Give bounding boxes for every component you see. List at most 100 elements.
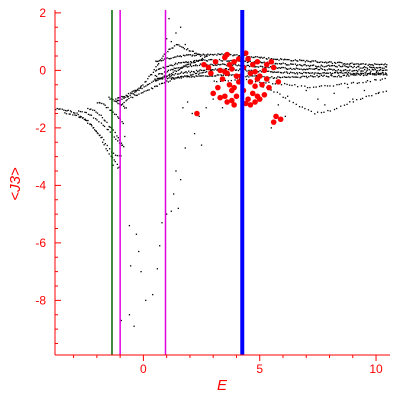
data-point xyxy=(154,78,156,80)
data-point xyxy=(266,70,268,72)
data-point xyxy=(256,56,258,58)
data-point xyxy=(85,111,87,114)
data-point xyxy=(90,114,93,116)
data-point xyxy=(374,73,376,75)
data-point xyxy=(121,98,123,100)
data-point xyxy=(277,76,279,78)
data-point xyxy=(117,116,119,118)
data-point xyxy=(177,62,180,64)
data-point xyxy=(364,68,366,71)
data-point xyxy=(374,63,376,65)
data-point xyxy=(288,76,290,78)
data-point xyxy=(115,138,117,140)
data-point xyxy=(383,64,385,66)
data-point xyxy=(314,72,316,74)
data-point xyxy=(291,68,293,71)
data-point xyxy=(211,58,213,61)
data-point xyxy=(230,74,233,76)
data-point xyxy=(132,96,134,99)
data-point xyxy=(284,67,286,69)
data-point xyxy=(184,43,186,46)
data-point xyxy=(195,72,198,75)
data-point xyxy=(314,76,316,78)
data-point xyxy=(376,67,379,69)
data-point xyxy=(106,121,108,124)
y-tick-label: -6 xyxy=(35,236,46,250)
data-point xyxy=(117,102,119,105)
data-point xyxy=(352,63,355,65)
data-point xyxy=(198,53,200,55)
data-point xyxy=(333,75,335,78)
data-point xyxy=(176,73,179,75)
data-point xyxy=(356,74,358,76)
data-point xyxy=(386,74,388,76)
data-point xyxy=(375,71,378,74)
data-point xyxy=(182,54,185,56)
data-point xyxy=(202,71,204,74)
data-point xyxy=(118,117,120,119)
data-point xyxy=(329,68,331,70)
data-point xyxy=(354,69,356,72)
data-point xyxy=(110,155,112,157)
data-point xyxy=(210,69,212,71)
data-point xyxy=(286,83,288,86)
data-point xyxy=(214,53,216,56)
data-point xyxy=(178,77,181,79)
data-point xyxy=(235,79,242,85)
data-point xyxy=(141,87,143,90)
data-point xyxy=(115,98,117,100)
data-point xyxy=(156,79,158,82)
data-point xyxy=(288,64,290,66)
data-point xyxy=(226,60,228,62)
data-point xyxy=(248,76,250,78)
data-point xyxy=(191,50,193,52)
data-point xyxy=(303,71,305,74)
data-point xyxy=(338,74,340,77)
data-point xyxy=(205,71,208,73)
data-point xyxy=(294,59,297,61)
data-point xyxy=(330,74,332,76)
data-point xyxy=(227,80,229,82)
data-point xyxy=(205,68,208,71)
data-point xyxy=(175,56,177,58)
data-point xyxy=(161,222,163,224)
data-point xyxy=(288,68,290,70)
data-point xyxy=(233,93,240,100)
data-point xyxy=(149,74,152,76)
data-point xyxy=(215,75,217,77)
data-point xyxy=(237,64,240,66)
data-point xyxy=(383,67,385,69)
data-point xyxy=(89,114,91,116)
data-point xyxy=(128,97,130,100)
data-point xyxy=(294,76,296,78)
data-point xyxy=(242,100,249,107)
data-point xyxy=(220,60,222,62)
data-point xyxy=(174,70,176,72)
data-point xyxy=(332,69,334,71)
data-point xyxy=(305,75,308,77)
data-point xyxy=(182,107,184,109)
data-point xyxy=(182,76,184,78)
data-point xyxy=(188,65,190,68)
data-point xyxy=(350,82,353,84)
data-point xyxy=(294,63,297,65)
data-point xyxy=(224,64,226,66)
data-point xyxy=(229,87,235,94)
data-point xyxy=(288,100,291,102)
data-point xyxy=(104,104,106,106)
data-point xyxy=(184,75,186,77)
data-point xyxy=(306,77,308,79)
data-point xyxy=(362,70,364,72)
data-point xyxy=(135,233,138,235)
data-point xyxy=(216,80,218,83)
data-point xyxy=(170,57,172,60)
data-point xyxy=(140,85,142,87)
data-point xyxy=(177,69,179,71)
data-point xyxy=(87,107,89,110)
data-point xyxy=(200,59,202,61)
data-point xyxy=(312,76,315,78)
data-point xyxy=(249,61,256,68)
data-point xyxy=(268,58,275,65)
data-point xyxy=(184,61,186,64)
data-point xyxy=(171,73,174,76)
